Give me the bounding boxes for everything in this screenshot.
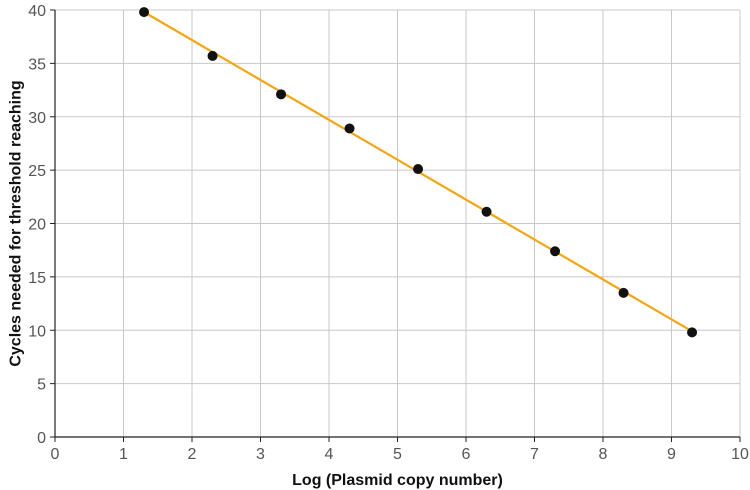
x-tick-label: 0 bbox=[51, 446, 60, 463]
x-tick-label: 2 bbox=[188, 446, 197, 463]
x-tick-label: 8 bbox=[599, 446, 608, 463]
x-tick-label: 10 bbox=[731, 446, 749, 463]
y-tick-label: 15 bbox=[28, 270, 46, 287]
axes bbox=[50, 9, 741, 442]
y-tick-label: 35 bbox=[28, 56, 46, 73]
x-tick-label: 6 bbox=[462, 446, 471, 463]
y-tick-label: 40 bbox=[28, 3, 46, 20]
y-axis-title: Cycles needed for threshold reaching bbox=[8, 80, 25, 366]
y-tick-label: 0 bbox=[37, 430, 46, 447]
x-axis-title: Log (Plasmid copy number) bbox=[292, 472, 503, 489]
x-tick-label: 9 bbox=[667, 446, 676, 463]
x-tick-label: 7 bbox=[530, 446, 539, 463]
x-tick-label: 4 bbox=[325, 446, 334, 463]
data-point bbox=[139, 7, 150, 18]
data-point bbox=[276, 89, 287, 100]
data-point bbox=[550, 246, 561, 257]
x-tick-label: 1 bbox=[119, 446, 128, 463]
data-point bbox=[413, 164, 424, 175]
data-point bbox=[618, 287, 629, 298]
data-point bbox=[687, 327, 698, 338]
y-tick-label: 30 bbox=[28, 110, 46, 127]
data-point bbox=[207, 50, 218, 61]
data-points bbox=[139, 7, 698, 338]
grid bbox=[54, 9, 741, 438]
y-tick-label: 25 bbox=[28, 163, 46, 180]
data-point bbox=[481, 206, 492, 217]
x-tick-label: 3 bbox=[256, 446, 265, 463]
y-tick-label: 10 bbox=[28, 323, 46, 340]
y-tick-label: 5 bbox=[37, 377, 46, 394]
y-tick-label: 20 bbox=[28, 217, 46, 234]
tick-labels: 0 1 2 3 4 5 6 7 8 9 10 0 5 10 15 20 25 30 35 40 bbox=[28, 3, 749, 463]
data-point bbox=[344, 123, 355, 134]
x-tick-label: 5 bbox=[393, 446, 402, 463]
